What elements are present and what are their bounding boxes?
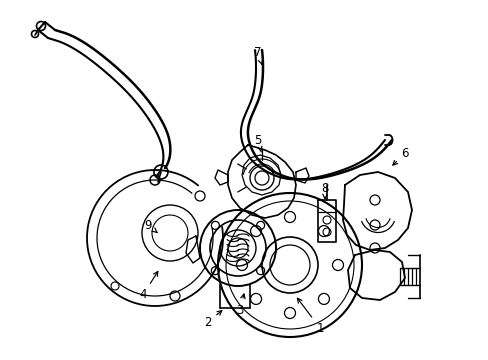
Text: 1: 1	[297, 298, 323, 334]
Text: 8: 8	[321, 181, 328, 199]
Text: 9: 9	[144, 219, 157, 233]
Text: 3: 3	[236, 294, 244, 316]
Text: 6: 6	[392, 147, 408, 165]
Text: 2: 2	[204, 311, 222, 328]
Text: 4: 4	[139, 271, 158, 302]
Text: 7: 7	[254, 45, 262, 64]
Text: 5: 5	[254, 134, 262, 152]
